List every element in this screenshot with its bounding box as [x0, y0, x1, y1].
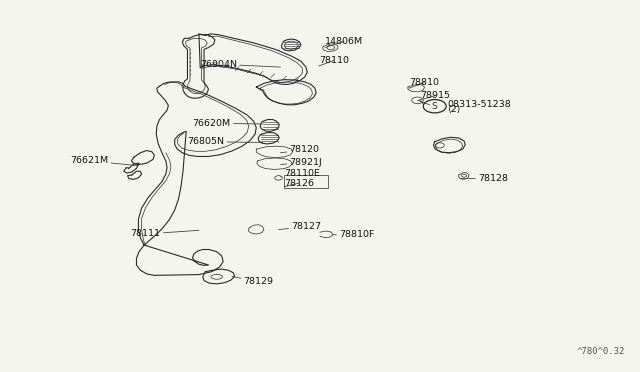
Text: ⟨2⟩: ⟨2⟩	[447, 105, 461, 114]
Text: 08313-51238: 08313-51238	[447, 100, 511, 109]
Text: 78110E: 78110E	[280, 169, 320, 178]
Text: 78915: 78915	[419, 91, 451, 100]
Text: ^780^0.32: ^780^0.32	[576, 347, 625, 356]
Text: 78128: 78128	[460, 174, 508, 183]
Text: 14806M: 14806M	[325, 37, 364, 48]
Text: 78126: 78126	[284, 179, 314, 187]
Text: 76805N: 76805N	[188, 137, 262, 146]
Text: S: S	[432, 102, 438, 111]
Text: 78921J: 78921J	[280, 157, 322, 167]
Text: 78810F: 78810F	[333, 230, 374, 239]
Bar	[284, 175, 328, 188]
Text: 76621M: 76621M	[70, 156, 138, 166]
Text: 76904N: 76904N	[200, 60, 280, 69]
Text: 78111: 78111	[131, 230, 199, 238]
Text: 78810: 78810	[409, 78, 439, 88]
Text: 78120: 78120	[280, 145, 319, 154]
Text: 78129: 78129	[232, 276, 273, 286]
Text: 76620M: 76620M	[193, 119, 262, 128]
Text: 78127: 78127	[278, 222, 321, 231]
Text: 78110: 78110	[319, 56, 349, 66]
